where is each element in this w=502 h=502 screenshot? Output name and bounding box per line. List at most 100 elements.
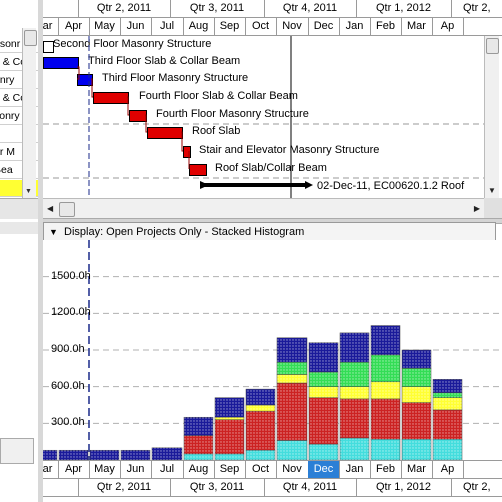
quarter-cell: Qtr 3, 2011 [170, 0, 265, 17]
gantt-horizontal-scrollbar[interactable]: ◀ ▶ [43, 198, 484, 219]
scroll-left-arrow-icon[interactable]: ◀ [47, 204, 54, 213]
month-cell: Jan [339, 18, 371, 35]
month-cell: Dec [308, 461, 340, 478]
histogram-bar-texture [215, 397, 244, 418]
histogram-bar-texture [371, 325, 400, 355]
histogram-bar-texture [433, 409, 462, 440]
activity-name: Bea [0, 164, 13, 176]
display-options-bar[interactable]: ▼ Display: Open Projects Only - Stacked … [43, 222, 496, 242]
month-cell: Sep [214, 18, 246, 35]
month-cell: May [89, 18, 121, 35]
task-bar[interactable] [183, 146, 191, 158]
month-cell: Oct [245, 18, 277, 35]
month-cell: Ap [432, 461, 464, 478]
gantt-chart[interactable]: Second Floor Masonry Structure Third Flo… [43, 36, 492, 198]
quarter-cell: Qtr 2, 2011 [78, 0, 171, 17]
month-cell: Nov [276, 18, 309, 35]
left-horizontal-scrollbar[interactable] [0, 198, 38, 219]
histogram-bar-texture [246, 450, 275, 460]
y-tick-label: 300.0h [51, 416, 85, 429]
histogram-bar-texture [277, 362, 307, 375]
scroll-thumb[interactable] [59, 202, 75, 217]
scroll-down-arrow-icon[interactable]: ▼ [25, 188, 32, 195]
quarter-cell [37, 0, 79, 17]
histogram-bar-texture [433, 392, 462, 398]
month-cell: Aug [183, 18, 215, 35]
y-tick-label: 900.0h [51, 343, 85, 355]
y-tick-label: 1500.0h [51, 269, 91, 282]
histogram-bar-texture [121, 450, 150, 460]
histogram-bar-texture [402, 402, 431, 440]
relationship-line [127, 96, 129, 116]
y-tick-label: 600.0h [51, 379, 85, 392]
month-cell: Nov [276, 461, 309, 478]
quarter-row: Qtr 2, 2011 Qtr 3, 2011 Qtr 4, 2011 Qtr … [43, 0, 502, 18]
y-tick-label: 1200.0h [51, 306, 91, 319]
histogram-bar-texture [340, 332, 369, 363]
scroll-down-arrow-icon[interactable]: ▼ [488, 186, 496, 195]
month-cell: Mar [401, 18, 433, 35]
month-cell: Aug [183, 461, 215, 478]
histogram-bar-texture [402, 368, 431, 387]
quarter-cell: Qtr 4, 2011 [264, 479, 357, 496]
quarter-cell [37, 479, 79, 496]
resource-histogram: 300.0h 600.0h 900.0h 1200.0h 1500.0h [43, 240, 502, 460]
histogram-bar-texture [184, 417, 213, 436]
activity-name: asonr [0, 38, 21, 50]
month-cell: Feb [370, 18, 402, 35]
histogram-bar-texture [371, 381, 400, 399]
histogram-bar-texture [309, 342, 338, 372]
left-vertical-scrollbar[interactable]: ▼ [22, 28, 37, 198]
month-cell: ar [37, 18, 59, 35]
month-cell: Jun [120, 18, 152, 35]
histogram-bar-texture [43, 450, 57, 460]
histogram-bar-texture [402, 386, 431, 403]
month-cell: Jun [120, 461, 152, 478]
month-cell: Apr [58, 18, 90, 35]
task-bar[interactable] [43, 57, 79, 69]
relationship-line [181, 131, 183, 152]
task-bar[interactable] [189, 164, 207, 176]
month-row: ar Apr May Jun Jul Aug Sep Oct Nov Dec Jan Feb Mar Ap [43, 460, 502, 479]
histogram-bar-texture [340, 398, 369, 438]
month-cell: Ap [432, 18, 464, 35]
histogram-bar-texture [371, 354, 400, 382]
gantt-vertical-scrollbar[interactable]: ▼ [484, 36, 499, 198]
scroll-right-arrow-icon[interactable]: ▶ [473, 204, 480, 213]
histogram-bar-texture [277, 374, 307, 383]
histogram-bar-texture [152, 447, 182, 460]
month-cell: Dec [308, 18, 340, 35]
month-cell: Jan [339, 461, 371, 478]
scroll-corner [484, 198, 502, 218]
histogram-bar-texture [309, 386, 338, 398]
histogram-svg [43, 240, 502, 460]
histogram-bar-texture [340, 386, 369, 399]
scroll-thumb[interactable] [24, 30, 37, 46]
month-cell: May [89, 461, 121, 478]
down-arrow-icon[interactable]: ▼ [49, 227, 58, 237]
month-cell: Sep [214, 461, 246, 478]
task-label: Third Floor Masonry Structure [102, 72, 249, 84]
task-label: Second Floor Masonry Structure [53, 38, 212, 50]
histogram-bar-texture [340, 362, 369, 387]
activity-name: b & Co [0, 56, 27, 68]
summary-bar-end [305, 181, 313, 189]
task-label: Fourth Floor Masonry Structure [156, 108, 309, 120]
month-cell: Jul [151, 461, 184, 478]
quarter-cell: Qtr 2, 2011 [78, 479, 171, 496]
scroll-thumb[interactable] [486, 38, 499, 54]
histogram-bar-texture [246, 411, 275, 451]
resource-panel-control[interactable] [0, 438, 34, 464]
task-bar[interactable] [43, 41, 54, 53]
histogram-bar-texture [215, 419, 244, 454]
histogram-bar-texture [433, 397, 462, 410]
month-cell: ar [37, 461, 59, 478]
quarter-cell: Qtr 1, 2012 [356, 479, 452, 496]
month-cell: Apr [58, 461, 90, 478]
month-cell: Jul [151, 18, 184, 35]
histogram-bar-texture [59, 450, 88, 460]
histogram-bar-texture [215, 453, 244, 460]
histogram-bar-texture [246, 405, 275, 412]
display-label: Display: Open Projects Only - Stacked Hi… [64, 226, 305, 238]
month-cell: Oct [245, 461, 277, 478]
